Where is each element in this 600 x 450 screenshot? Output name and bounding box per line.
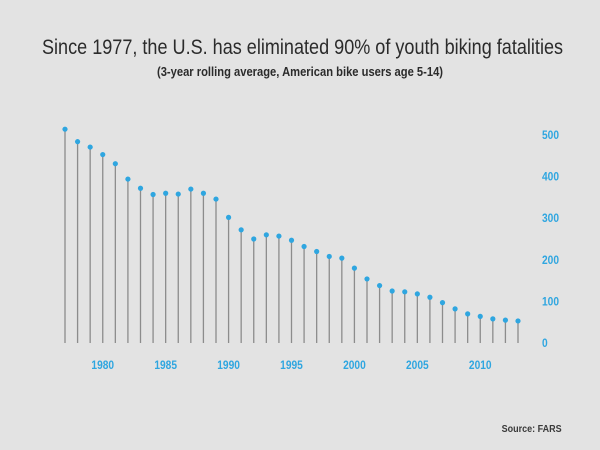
marker-2009 bbox=[465, 311, 471, 317]
marker-2000 bbox=[351, 265, 358, 271]
source-note: Source: FARS bbox=[501, 424, 562, 435]
y-tick-400: 400 bbox=[542, 171, 559, 184]
marker-1979 bbox=[87, 144, 93, 150]
marker-1994 bbox=[276, 233, 282, 239]
marker-1990 bbox=[225, 214, 232, 220]
marker-2006 bbox=[427, 294, 433, 300]
marker-1981 bbox=[112, 161, 118, 167]
marker-2004 bbox=[402, 289, 408, 295]
marker-2007 bbox=[439, 300, 446, 306]
marker-1997 bbox=[314, 248, 320, 255]
marker-1984 bbox=[150, 191, 156, 198]
marker-1978 bbox=[74, 139, 81, 145]
marker-2001 bbox=[364, 276, 370, 282]
marker-1991 bbox=[238, 227, 244, 233]
marker-2013 bbox=[515, 318, 521, 324]
marker-1985 bbox=[163, 190, 169, 196]
x-tick-2010: 2010 bbox=[469, 359, 492, 372]
marker-2003 bbox=[389, 288, 395, 294]
marker-1988 bbox=[200, 190, 207, 196]
marker-1999 bbox=[339, 255, 345, 261]
x-tick-2000: 2000 bbox=[343, 359, 366, 372]
x-tick-2005: 2005 bbox=[406, 359, 429, 372]
marker-1993 bbox=[263, 232, 269, 238]
y-tick-100: 100 bbox=[542, 296, 559, 309]
x-tick-1990: 1990 bbox=[217, 359, 240, 372]
marker-2005 bbox=[414, 291, 420, 297]
marker-1980 bbox=[100, 151, 106, 158]
marker-1996 bbox=[301, 243, 307, 250]
marker-2011 bbox=[490, 316, 496, 322]
marker-1989 bbox=[213, 196, 219, 202]
x-tick-1995: 1995 bbox=[280, 359, 303, 372]
x-tick-1985: 1985 bbox=[154, 359, 177, 372]
y-tick-0: 0 bbox=[542, 337, 548, 350]
marker-1982 bbox=[125, 176, 131, 182]
marker-1983 bbox=[137, 185, 144, 191]
marker-1986 bbox=[175, 191, 181, 197]
marker-1987 bbox=[188, 186, 194, 192]
marker-2012 bbox=[502, 317, 509, 323]
marker-2008 bbox=[452, 306, 458, 312]
y-tick-200: 200 bbox=[542, 254, 559, 267]
x-tick-1980: 1980 bbox=[91, 359, 114, 372]
marker-1977 bbox=[62, 126, 68, 132]
chart-subtitle: (3-year rolling average, American bike u… bbox=[156, 64, 444, 79]
marker-1992 bbox=[251, 236, 257, 242]
y-tick-500: 500 bbox=[542, 129, 559, 142]
y-tick-300: 300 bbox=[542, 213, 559, 226]
marker-1995 bbox=[288, 237, 295, 243]
marker-2002 bbox=[376, 282, 383, 289]
chart-title: Since 1977, the U.S. has eliminated 90% … bbox=[42, 36, 564, 59]
marker-2010 bbox=[477, 313, 483, 319]
marker-1998 bbox=[326, 253, 332, 260]
